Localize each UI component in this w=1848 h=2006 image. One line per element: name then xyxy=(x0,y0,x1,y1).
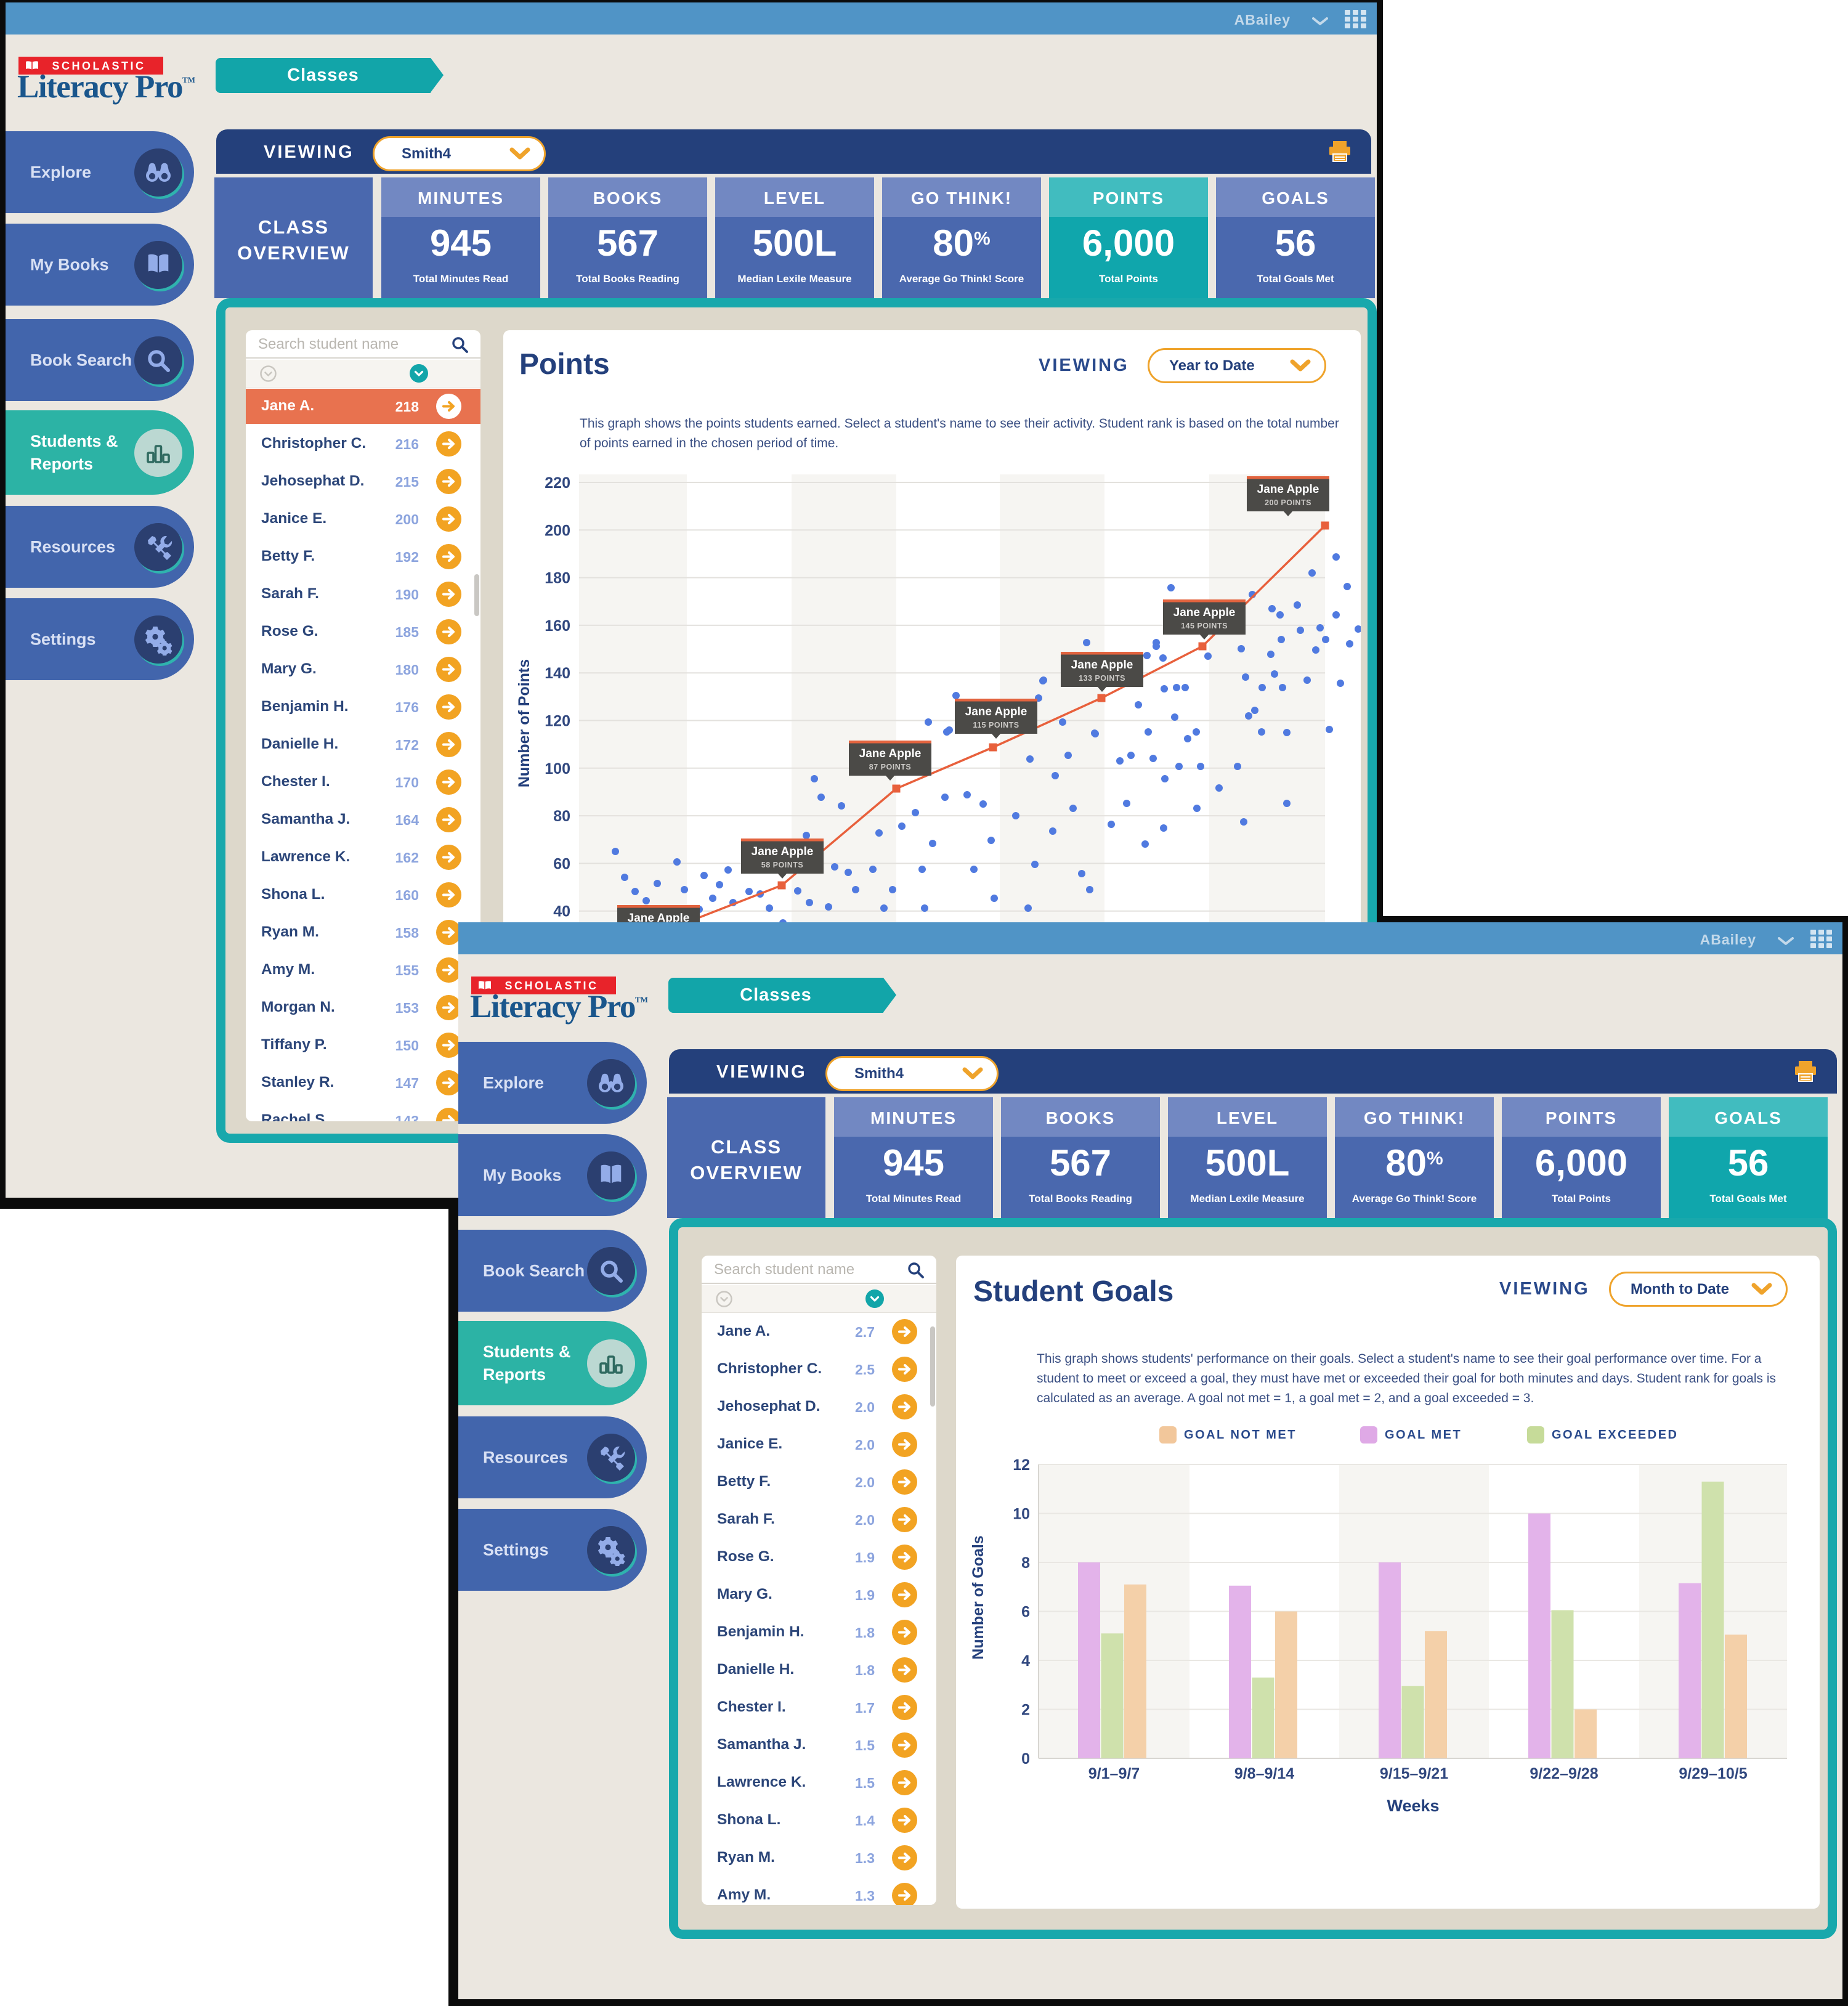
svg-text:9/8–9/14: 9/8–9/14 xyxy=(1234,1765,1294,1782)
svg-text:145 POINTS: 145 POINTS xyxy=(1181,622,1228,630)
svg-text:200: 200 xyxy=(545,522,570,539)
svg-text:140: 140 xyxy=(545,665,570,682)
svg-text:220: 220 xyxy=(545,474,570,492)
svg-text:60: 60 xyxy=(553,855,570,872)
svg-text:Number of Points: Number of Points xyxy=(516,659,533,787)
svg-text:120: 120 xyxy=(545,713,570,730)
svg-text:9/1–9/7: 9/1–9/7 xyxy=(1088,1765,1140,1782)
svg-text:58 POINTS: 58 POINTS xyxy=(761,861,803,869)
svg-text:Jane Apple: Jane Apple xyxy=(628,912,690,925)
svg-text:80: 80 xyxy=(553,808,570,825)
svg-text:9/22–9/28: 9/22–9/28 xyxy=(1530,1765,1598,1782)
svg-text:100: 100 xyxy=(545,760,570,778)
svg-text:6: 6 xyxy=(1021,1604,1030,1621)
svg-text:40: 40 xyxy=(553,903,570,920)
svg-text:160: 160 xyxy=(545,617,570,635)
svg-text:Jane Apple: Jane Apple xyxy=(1173,606,1236,619)
svg-text:87 POINTS: 87 POINTS xyxy=(869,763,911,771)
svg-text:Jane Apple: Jane Apple xyxy=(859,747,922,760)
svg-text:115 POINTS: 115 POINTS xyxy=(973,721,1019,729)
svg-text:Jane Apple: Jane Apple xyxy=(965,705,1027,718)
svg-text:180: 180 xyxy=(545,570,570,587)
svg-text:4: 4 xyxy=(1021,1652,1030,1670)
svg-text:Weeks: Weeks xyxy=(1387,1797,1439,1815)
svg-text:10: 10 xyxy=(1013,1506,1030,1523)
svg-text:200 POINTS: 200 POINTS xyxy=(1265,498,1311,507)
svg-text:12: 12 xyxy=(1013,1456,1030,1474)
svg-text:133 POINTS: 133 POINTS xyxy=(1079,674,1125,683)
svg-text:Jane Apple: Jane Apple xyxy=(752,845,814,858)
svg-text:Number of Goals: Number of Goals xyxy=(970,1535,987,1659)
svg-text:0: 0 xyxy=(1021,1750,1030,1768)
svg-text:Jane Apple: Jane Apple xyxy=(1257,483,1319,496)
svg-text:Jane Apple: Jane Apple xyxy=(1071,659,1133,672)
svg-text:2: 2 xyxy=(1021,1702,1030,1719)
svg-text:8: 8 xyxy=(1021,1554,1030,1572)
svg-text:9/29–10/5: 9/29–10/5 xyxy=(1679,1765,1747,1782)
svg-text:9/15–9/21: 9/15–9/21 xyxy=(1380,1765,1448,1782)
